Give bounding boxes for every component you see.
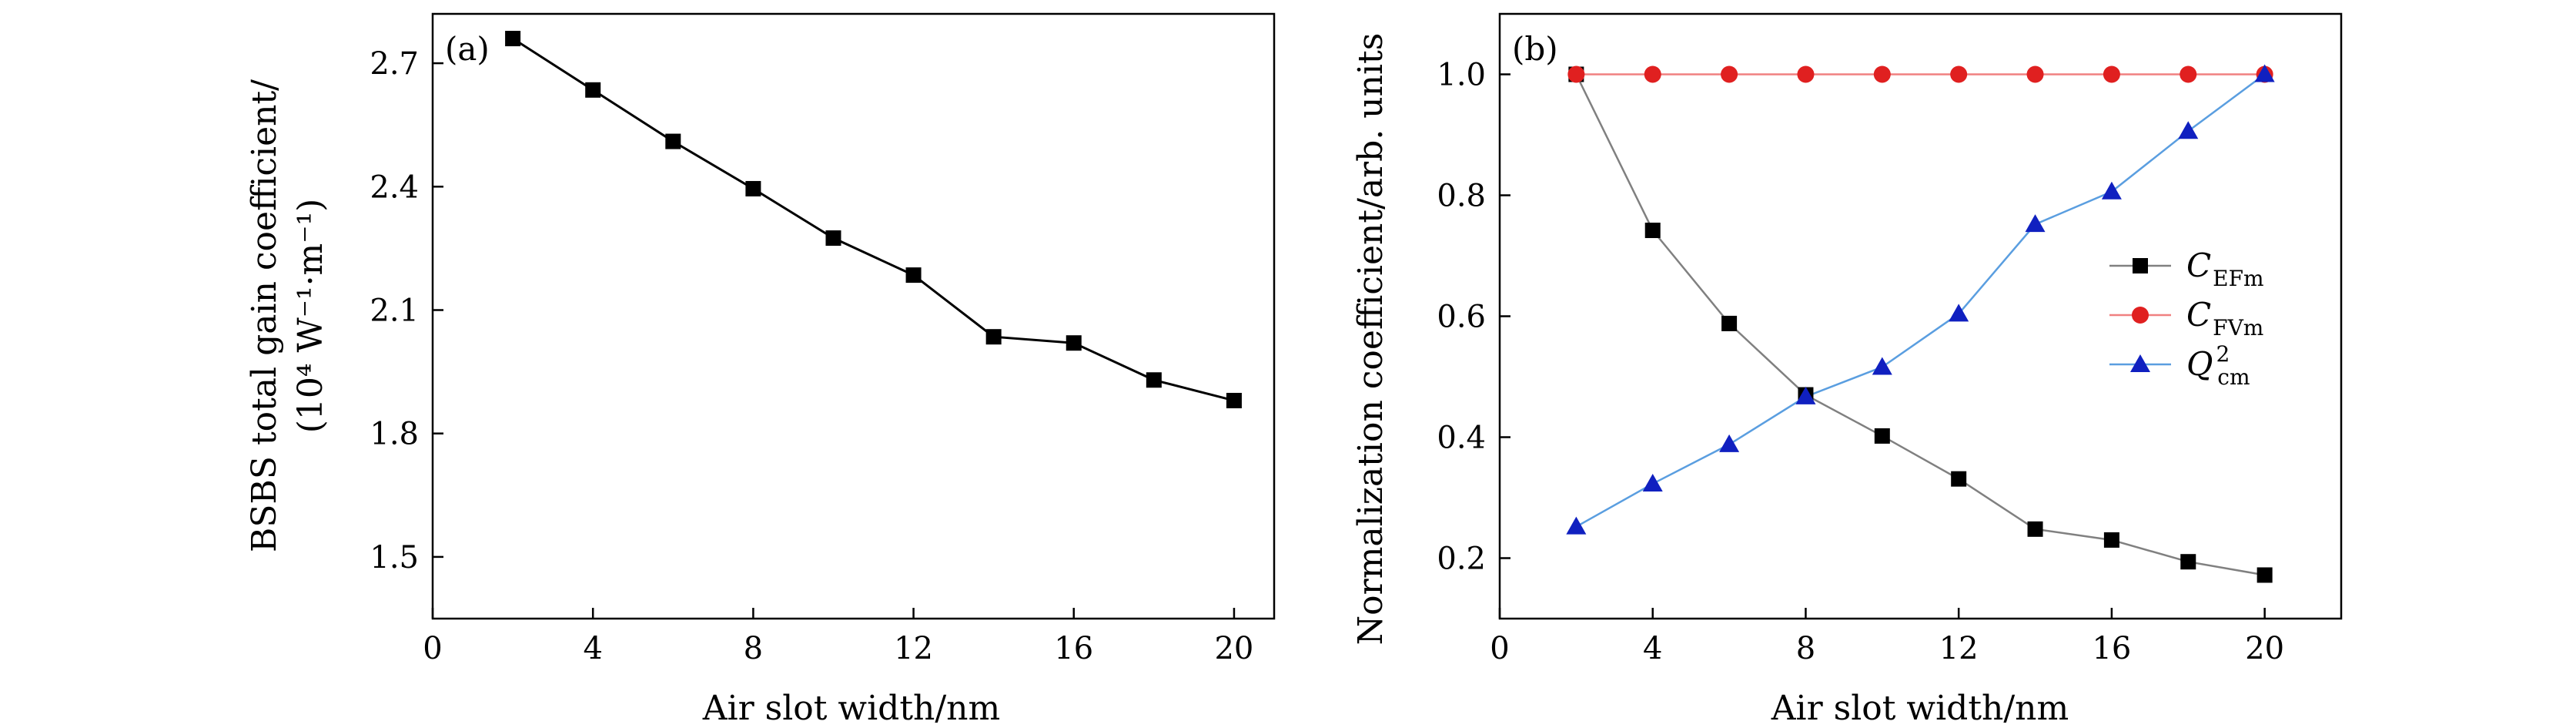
legend-marker-circle — [2132, 307, 2149, 324]
axis-ticks-b — [1498, 73, 2266, 619]
data-point-square — [825, 230, 841, 247]
x-tick-label: 8 — [1796, 631, 1815, 666]
x-axis-title-b: Air slot width/nm — [1771, 689, 2069, 728]
data-point-triangle — [1642, 473, 1663, 491]
series-line-c-efm — [1575, 73, 2265, 576]
data-point-triangle — [1719, 434, 1740, 452]
data-point-circle — [2180, 65, 2197, 83]
y-tick-label: 0.4 — [1437, 421, 1486, 456]
x-tick-label: 0 — [423, 631, 442, 666]
data-point-square — [2257, 567, 2273, 583]
x-tick-label: 12 — [1939, 631, 1979, 666]
x-tick-label: 4 — [583, 631, 602, 666]
x-axis-title-a: Air slot width/nm — [702, 689, 1000, 728]
data-point-square — [1226, 392, 1242, 408]
data-point-square — [1721, 315, 1738, 331]
y-tick-label: 0.6 — [1437, 300, 1486, 335]
series-markers-a — [505, 31, 1242, 408]
x-tick-label: 8 — [744, 631, 763, 666]
data-point-square — [905, 267, 922, 283]
chart-panel-a: 0 4 8 12 16 20 1.5 1.8 2.1 2.4 2.7 (a) Air slot w… — [245, 12, 1276, 728]
series-markers-b — [1566, 64, 2275, 583]
data-point-square — [2180, 554, 2196, 570]
data-point-circle — [1644, 65, 1661, 83]
x-tick-label: 16 — [1054, 631, 1093, 666]
data-point-circle — [2103, 65, 2120, 83]
data-point-square — [1951, 471, 1967, 487]
data-point-square — [585, 82, 601, 98]
y-tick-label: 0.2 — [1437, 542, 1486, 577]
y-tick-label: 2.1 — [370, 293, 419, 328]
plot-frame-a — [431, 12, 1276, 620]
x-tick-label: 12 — [894, 631, 933, 666]
y-tick-labels-b: 0.2 0.4 0.6 0.8 1.0 — [1437, 58, 1486, 577]
data-point-square — [665, 133, 681, 149]
data-point-circle — [1873, 65, 1891, 83]
x-tick-label: 16 — [2092, 631, 2131, 666]
data-point-circle — [1567, 65, 1585, 83]
x-tick-label: 20 — [1214, 631, 1253, 666]
data-point-square — [745, 180, 761, 196]
series-lines-a — [512, 37, 1235, 402]
y-axis-title-a: BSBS total gain coefficient/ — [245, 79, 284, 552]
data-point-circle — [2026, 65, 2044, 83]
y-tick-label: 0.8 — [1437, 179, 1486, 214]
data-point-square — [2103, 532, 2119, 548]
y-tick-label: 2.4 — [370, 169, 419, 205]
data-point-square — [1644, 223, 1661, 239]
data-point-triangle — [2254, 64, 2275, 82]
legend-marker-square — [2133, 258, 2148, 273]
chart-panel-b: 0 4 8 12 16 20 0.2 0.4 0.6 0.8 1.0 (b) Air slot w… — [1351, 12, 2343, 728]
legend-entry-label: Q 2 cm — [2186, 341, 2250, 390]
data-point-square — [1874, 428, 1890, 444]
x-tick-label: 20 — [2245, 631, 2284, 666]
panel-label-a: (a) — [445, 30, 490, 68]
data-point-square — [2027, 521, 2043, 537]
data-point-triangle — [1795, 386, 1816, 404]
data-point-square — [985, 329, 1002, 345]
data-point-circle — [1721, 65, 1738, 83]
series-lines-b — [1575, 73, 2266, 576]
y-tick-label: 1.0 — [1437, 58, 1486, 93]
data-point-square — [1146, 372, 1162, 388]
y-tick-label: 1.8 — [370, 417, 419, 452]
data-point-triangle — [2178, 121, 2199, 139]
data-point-circle — [1797, 65, 1815, 83]
y-tick-labels-a: 1.5 1.8 2.1 2.4 2.7 — [370, 46, 419, 575]
data-point-triangle — [1949, 304, 1969, 322]
y-tick-label: 2.7 — [370, 46, 419, 82]
data-point-triangle — [1566, 516, 1587, 535]
data-point-triangle — [2025, 214, 2046, 233]
y-tick-label: 1.5 — [370, 540, 419, 575]
panel-label-b: (b) — [1512, 30, 1558, 68]
axis-ticks-a — [431, 62, 1236, 619]
data-point-square — [505, 31, 521, 47]
data-point-square — [1066, 335, 1082, 351]
x-tick-label: 0 — [1490, 631, 1509, 666]
data-point-circle — [1950, 65, 1968, 83]
legend-marker-triangle — [2130, 354, 2150, 372]
data-point-triangle — [1872, 357, 1892, 375]
legend-entry-label: CEFm — [2186, 247, 2264, 291]
series-line-bsbs-total-gain — [512, 37, 1235, 402]
y-axis-title-b: Normalization coefficient/arb. units — [1351, 33, 1390, 646]
legend-entry-label: CFVm — [2186, 296, 2263, 341]
x-tick-label: 4 — [1643, 631, 1662, 666]
series-line-q-2-cm — [1575, 73, 2266, 528]
data-point-triangle — [2101, 181, 2122, 200]
x-tick-labels-a: 0 4 8 12 16 20 — [423, 631, 1253, 666]
x-tick-labels-b: 0 4 8 12 16 20 — [1490, 631, 2284, 666]
y-axis-units-a: (10⁴ W⁻¹·m⁻¹) — [291, 199, 330, 434]
